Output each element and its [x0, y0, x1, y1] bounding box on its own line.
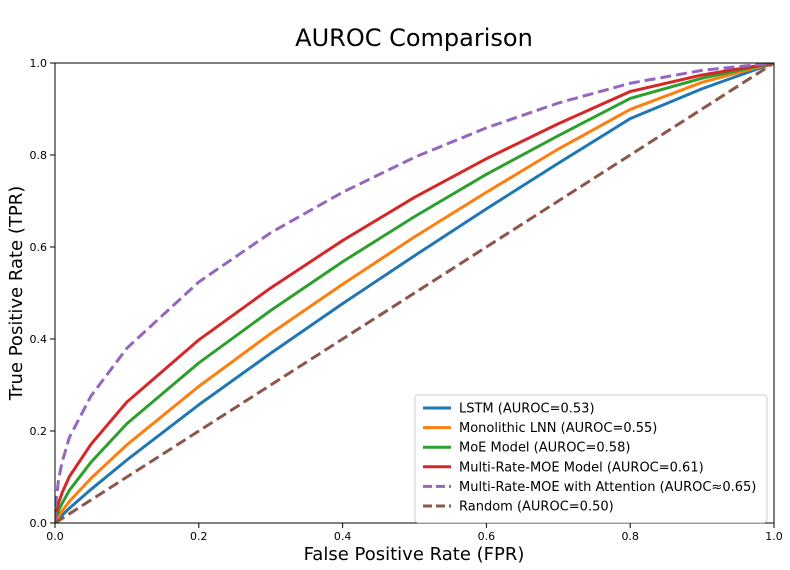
- x-tick-label-3: 0.6: [478, 530, 496, 543]
- series-line-0: [55, 63, 774, 523]
- chart-title: AUROC Comparison: [295, 24, 533, 52]
- x-axis-label: False Positive Rate (FPR): [304, 544, 525, 565]
- legend-entry-2: MoE Model (AUROC=0.58): [459, 441, 630, 456]
- legend-entry-4: Multi-Rate-MOE with Attention (AUROC≈0.6…: [459, 480, 756, 495]
- x-tick-label-4: 0.8: [621, 530, 639, 543]
- y-tick-label-1: 0.2: [30, 425, 48, 438]
- y-axis-label: True Positive Rate (TPR): [6, 186, 27, 401]
- series-line-5: [55, 63, 774, 523]
- x-tick-label-5: 1.0: [765, 530, 783, 543]
- y-tick-label-3: 0.6: [30, 241, 48, 254]
- x-tick-label-2: 0.4: [334, 530, 352, 543]
- y-tick-label-4: 0.8: [30, 149, 48, 162]
- y-tick-label-2: 0.4: [30, 333, 48, 346]
- legend-entry-5: Random (AUROC=0.50): [459, 500, 614, 515]
- series-line-2: [55, 63, 774, 523]
- y-tick-label-5: 1.0: [30, 57, 48, 70]
- legend-box: [414, 394, 768, 524]
- legend-entry-0: LSTM (AUROC=0.53): [459, 402, 595, 417]
- series-line-4: [55, 63, 774, 523]
- legend-entry-1: Monolithic LNN (AUROC=0.55): [459, 421, 657, 436]
- axes-frame: [54, 62, 775, 524]
- series-line-1: [55, 63, 774, 523]
- x-tick-label-1: 0.2: [190, 530, 208, 543]
- legend: LSTM (AUROC=0.53) Monolithic LNN (AUROC=0…: [414, 394, 768, 524]
- legend-entry-3: Multi-Rate-MOE Model (AUROC=0.61): [459, 460, 704, 475]
- series-group: [55, 63, 774, 523]
- y-tick-label-0: 0.0: [30, 517, 48, 530]
- series-line-3: [55, 63, 774, 523]
- plot-area: 0.0 0.2 0.4 0.6 0.8 1.0 0.0 0.2 0.4 0.6 0.8 1.0 LSTM…: [30, 57, 783, 543]
- x-tick-label-0: 0.0: [46, 530, 64, 543]
